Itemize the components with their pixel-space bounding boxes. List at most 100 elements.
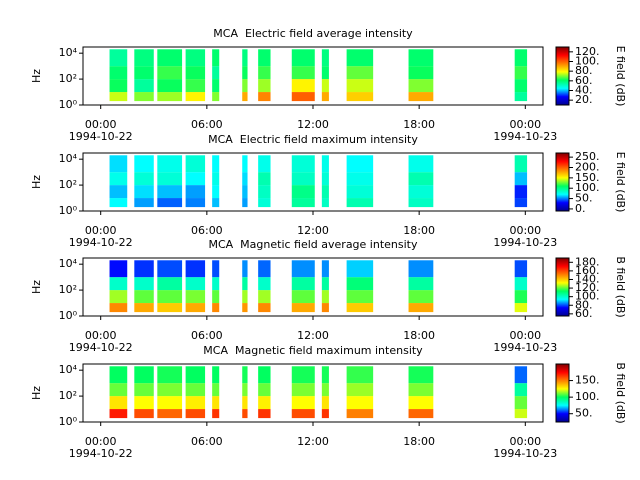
colorbar-tick-label: 160. — [575, 264, 600, 277]
spectrogram-cell — [109, 79, 128, 93]
spectrogram-cell — [408, 290, 434, 304]
spectrogram-cell — [346, 198, 374, 208]
spectrogram-cell — [408, 198, 434, 208]
spectrogram-cell — [321, 66, 329, 80]
spectrogram-cell — [408, 396, 434, 410]
spectrogram-cell — [212, 49, 220, 67]
spectrogram-cell — [185, 383, 206, 397]
spectrogram-cell — [291, 49, 315, 67]
spectrogram-cell — [157, 66, 183, 80]
spectrogram-cell — [242, 198, 248, 208]
spectrogram-cell — [408, 277, 434, 291]
spectrogram-cell — [109, 396, 128, 410]
spectrogram-cell — [212, 260, 220, 278]
spectrogram-cell — [185, 49, 206, 67]
spectrogram-cell — [242, 260, 248, 278]
spectrogram-cell — [134, 290, 154, 304]
x-date-label: 1994-10-23 — [493, 130, 557, 143]
spectrogram-cell — [185, 198, 206, 208]
spectrogram-cell — [134, 198, 154, 208]
spectrogram-cell — [185, 155, 206, 173]
spectrogram-cell — [408, 79, 434, 93]
spectrogram-cell — [109, 172, 128, 186]
spectrogram-cell — [109, 185, 128, 199]
x-tick-label: 06:00 — [191, 118, 223, 131]
y-tick-label: 10² — [59, 389, 77, 402]
spectrogram-cell — [134, 66, 154, 80]
spectrogram-cell — [291, 185, 315, 199]
spectrogram-cell — [185, 277, 206, 291]
spectrogram-cell — [514, 396, 528, 410]
spectrogram-cell — [346, 185, 374, 199]
spectrogram-cell — [514, 172, 528, 186]
panel-title: MCA Electric field maximum intensity — [208, 133, 418, 146]
x-tick-label: 12:00 — [297, 118, 329, 131]
spectrogram-cell — [109, 155, 128, 173]
x-tick-label: 12:00 — [297, 435, 329, 448]
spectrogram-cell — [321, 396, 329, 410]
spectrogram-cell — [258, 155, 271, 173]
colorbar-tick-label: 140. — [575, 272, 600, 285]
spectrogram-cell — [134, 92, 154, 102]
spectrogram-cell — [514, 198, 528, 208]
spectrogram-cell — [212, 290, 220, 304]
x-date-label: 1994-10-22 — [69, 130, 133, 143]
spectrogram-cell — [408, 92, 434, 102]
spectrogram-cell — [134, 303, 154, 313]
spectrogram-cell — [157, 49, 183, 67]
spectrogram-cell — [258, 185, 271, 199]
spectrogram-cell — [242, 185, 248, 199]
spectrogram-cell — [134, 366, 154, 384]
spectrogram-cell — [157, 366, 183, 384]
colorbar-tick-label: 200. — [575, 161, 600, 174]
spectrogram-cell — [212, 383, 220, 397]
spectrogram-cell — [291, 155, 315, 173]
spectrogram-cell — [321, 155, 329, 173]
spectrogram-cell — [346, 260, 374, 278]
x-tick-label: 00:00 — [85, 329, 117, 342]
panel-title: MCA Magnetic field average intensity — [208, 238, 417, 251]
spectrogram-cell — [109, 409, 128, 419]
spectrogram-cell — [514, 409, 528, 419]
spectrogram-cell — [514, 79, 528, 93]
spectrogram-cell — [408, 155, 434, 173]
spectrogram-cell — [514, 277, 528, 291]
spectrogram-cell — [408, 383, 434, 397]
spectrogram-cell — [109, 366, 128, 384]
spectrogram-cell — [346, 383, 374, 397]
spectrogram-cell — [157, 290, 183, 304]
colorbar-label: E field (dB) — [614, 46, 627, 107]
colorbar-tick-label: 100. — [575, 390, 600, 403]
spectrogram-cell — [321, 172, 329, 186]
spectrogram-cell — [157, 383, 183, 397]
spectrogram-cell — [291, 409, 315, 419]
y-tick-label: 10⁴ — [59, 152, 78, 165]
colorbar-tick-label: 60. — [575, 74, 593, 87]
x-tick-label: 18:00 — [403, 118, 435, 131]
spectrogram-cell — [242, 409, 248, 419]
spectrogram-cell — [514, 383, 528, 397]
panel-title: MCA Electric field average intensity — [213, 27, 413, 40]
spectrogram-cell — [157, 79, 183, 93]
spectrogram-cell — [212, 155, 220, 173]
spectrogram-cell — [291, 396, 315, 410]
spectrogram-cell — [134, 155, 154, 173]
spectrogram-cell — [242, 396, 248, 410]
x-tick-label: 00:00 — [509, 435, 541, 448]
spectrogram-cell — [321, 92, 329, 102]
spectrogram-cell — [185, 290, 206, 304]
x-tick-label: 18:00 — [403, 435, 435, 448]
colorbar — [555, 152, 570, 212]
x-tick-label: 00:00 — [85, 118, 117, 131]
y-axis-label: Hz — [30, 280, 43, 294]
spectrogram-cell — [157, 172, 183, 186]
spectrogram-cell — [134, 277, 154, 291]
spectrogram-cell — [212, 66, 220, 80]
spectrogram-cell — [242, 303, 248, 313]
y-tick-label: 10² — [59, 72, 77, 85]
spectrogram-cell — [242, 49, 248, 67]
y-tick-label: 10⁴ — [59, 46, 78, 59]
spectrogram-cell — [258, 66, 271, 80]
spectrogram-cell — [514, 92, 528, 102]
